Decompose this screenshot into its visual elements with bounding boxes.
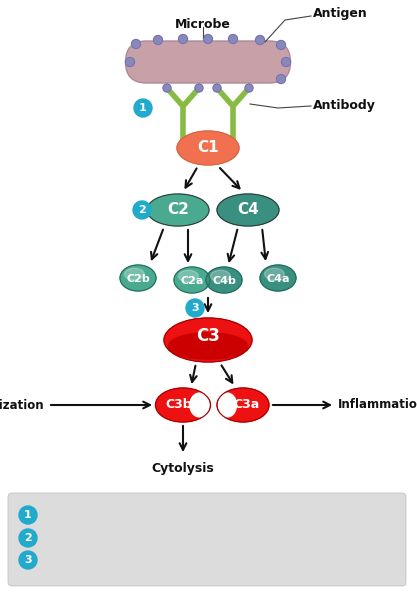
Ellipse shape (217, 388, 269, 422)
Ellipse shape (276, 40, 286, 49)
Text: C2a: C2a (180, 276, 203, 286)
Ellipse shape (163, 84, 171, 92)
Text: Cytolysis: Cytolysis (152, 462, 214, 475)
Ellipse shape (219, 393, 236, 417)
Text: Microbe: Microbe (175, 17, 231, 30)
Text: Opsonization: Opsonization (0, 399, 44, 412)
FancyBboxPatch shape (8, 493, 406, 586)
Ellipse shape (195, 84, 203, 92)
Text: C4b: C4b (212, 276, 236, 286)
Text: C4: C4 (237, 203, 259, 217)
Text: C3b: C3b (166, 399, 192, 412)
Ellipse shape (211, 270, 230, 282)
Ellipse shape (168, 333, 248, 359)
Ellipse shape (206, 267, 242, 293)
Text: C2: C2 (167, 203, 189, 217)
Text: C4a: C4a (266, 274, 290, 284)
Text: 2: 2 (24, 533, 32, 543)
Ellipse shape (276, 74, 286, 84)
Text: 1: 1 (24, 510, 32, 520)
Text: 3: 3 (191, 303, 199, 313)
Text: Antibody: Antibody (313, 100, 376, 112)
Ellipse shape (133, 201, 151, 219)
Ellipse shape (229, 34, 238, 43)
Ellipse shape (217, 194, 279, 226)
Ellipse shape (264, 268, 284, 280)
Ellipse shape (190, 393, 209, 417)
Ellipse shape (19, 551, 37, 569)
Ellipse shape (19, 529, 37, 547)
Ellipse shape (120, 265, 156, 291)
Ellipse shape (156, 388, 211, 422)
Ellipse shape (126, 58, 135, 67)
Ellipse shape (153, 36, 163, 45)
Ellipse shape (213, 84, 221, 92)
Ellipse shape (203, 34, 213, 43)
Text: C1: C1 (197, 141, 219, 156)
Ellipse shape (134, 99, 152, 117)
Ellipse shape (281, 58, 291, 67)
Text: Antigen: Antigen (313, 8, 368, 21)
Ellipse shape (147, 194, 209, 226)
Ellipse shape (174, 267, 210, 293)
Text: 3: 3 (24, 555, 32, 565)
Ellipse shape (245, 84, 253, 92)
Ellipse shape (260, 265, 296, 291)
Text: C3: C3 (196, 327, 220, 345)
Text: C2b: C2b (126, 274, 150, 284)
Text: Inflammation: Inflammation (338, 399, 417, 412)
Ellipse shape (178, 270, 198, 282)
Text: 1: 1 (139, 103, 147, 113)
Text: C3a: C3a (234, 399, 260, 412)
Text: 2: 2 (138, 205, 146, 215)
Ellipse shape (256, 36, 264, 45)
Ellipse shape (19, 506, 37, 524)
Ellipse shape (164, 318, 252, 362)
Ellipse shape (177, 131, 239, 165)
FancyBboxPatch shape (126, 41, 291, 83)
Ellipse shape (131, 39, 141, 49)
Ellipse shape (178, 34, 188, 43)
Ellipse shape (125, 268, 144, 280)
Ellipse shape (186, 299, 204, 317)
